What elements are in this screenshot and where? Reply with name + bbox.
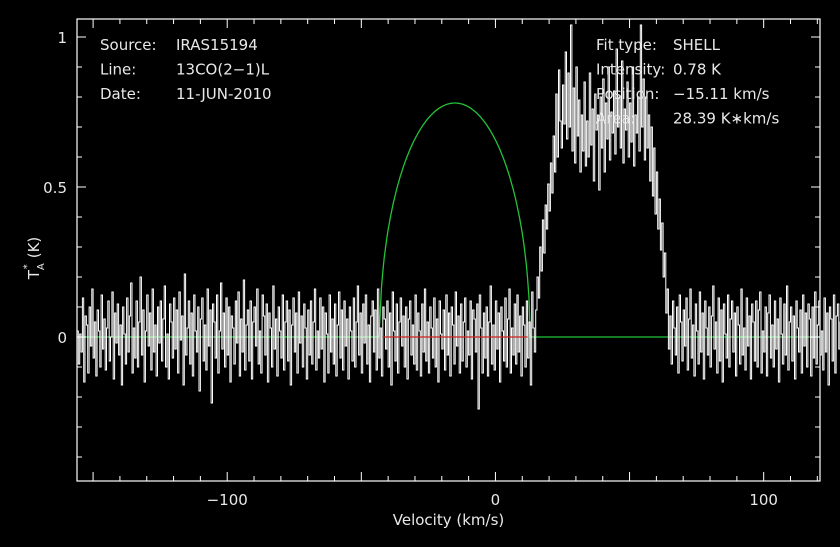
y-axis-label-main: T bbox=[25, 269, 43, 280]
y-tick-label: 1 bbox=[57, 29, 67, 47]
y-tick-label: 0.5 bbox=[43, 179, 67, 197]
info-right-key: Fit type: bbox=[596, 36, 657, 54]
y-tick-label: 0 bbox=[57, 329, 67, 347]
info-left-key: Line: bbox=[100, 61, 136, 79]
plot-frame bbox=[76, 18, 821, 482]
info-panel-right: Fit type: SHELL Intensity: 0.78 K Position: −… bbox=[596, 36, 779, 128]
info-left-key: Source: bbox=[100, 36, 157, 54]
info-panel-left: Source: IRAS15194 Line: 13CO(2−1)L Date: 11-J… bbox=[100, 36, 272, 103]
info-right-key: Area: bbox=[596, 110, 636, 128]
info-right-value: −15.11 km/s bbox=[673, 85, 770, 103]
info-left-key: Date: bbox=[100, 85, 141, 103]
info-left-value: 13CO(2−1)L bbox=[176, 61, 270, 79]
x-tick-label: −100 bbox=[207, 491, 248, 509]
x-axis-label: Velocity (km/s) bbox=[393, 511, 504, 529]
tick-labels: −100 0 100 0 0.5 1 bbox=[43, 29, 778, 509]
x-tick-label: 100 bbox=[749, 491, 778, 509]
y-axis-label-sub: A bbox=[36, 263, 47, 270]
info-right-key: Position: bbox=[596, 85, 659, 103]
info-left-value: 11-JUN-2010 bbox=[176, 85, 272, 103]
info-right-value: 0.78 K bbox=[673, 61, 722, 79]
info-right-value: SHELL bbox=[673, 36, 721, 54]
y-axis-label-unit: (K) bbox=[25, 237, 43, 259]
x-tick-label: 0 bbox=[491, 491, 501, 509]
axis-ticks bbox=[77, 19, 820, 481]
y-axis-label-sup: * bbox=[22, 264, 33, 269]
info-left-value: IRAS15194 bbox=[176, 36, 258, 54]
y-axis-label: TA* (K) bbox=[22, 237, 47, 281]
info-right-value: 28.39 K∗km/s bbox=[673, 110, 779, 128]
info-right-key: Intensity: bbox=[596, 61, 665, 79]
